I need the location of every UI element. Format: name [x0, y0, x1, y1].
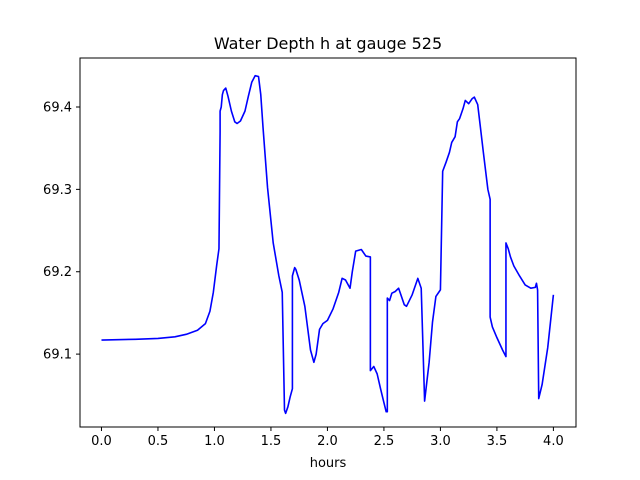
x-axis-label: hours — [310, 456, 347, 471]
x-tick-label: 3.0 — [430, 434, 451, 449]
x-tick-label: 4.0 — [543, 434, 564, 449]
x-tick-label: 2.0 — [317, 434, 338, 449]
plot-line-layer — [101, 74, 555, 415]
plot-frame — [79, 57, 577, 428]
x-tick-label: 0.0 — [91, 434, 112, 449]
series-line-0 — [101, 74, 555, 415]
x-tick-label: 3.5 — [487, 434, 508, 449]
y-tick-label: 69.4 — [43, 101, 72, 116]
x-tick-label: 2.5 — [374, 434, 395, 449]
x-tick-label: 1.0 — [204, 434, 225, 449]
y-tick-label: 69.1 — [43, 348, 72, 363]
y-tick-label: 69.2 — [43, 265, 72, 280]
y-tick-label: 69.3 — [43, 183, 72, 198]
y-axis: 69.1 69.2 69.3 69.4 — [43, 101, 80, 363]
x-tick-label: 0.5 — [148, 434, 169, 449]
chart-title: Water Depth h at gauge 525 — [214, 34, 442, 53]
x-tick-label: 1.5 — [261, 434, 282, 449]
x-axis: 0.0 0.5 1.0 1.5 2.0 2.5 3.0 3.5 4.0 — [91, 427, 564, 449]
